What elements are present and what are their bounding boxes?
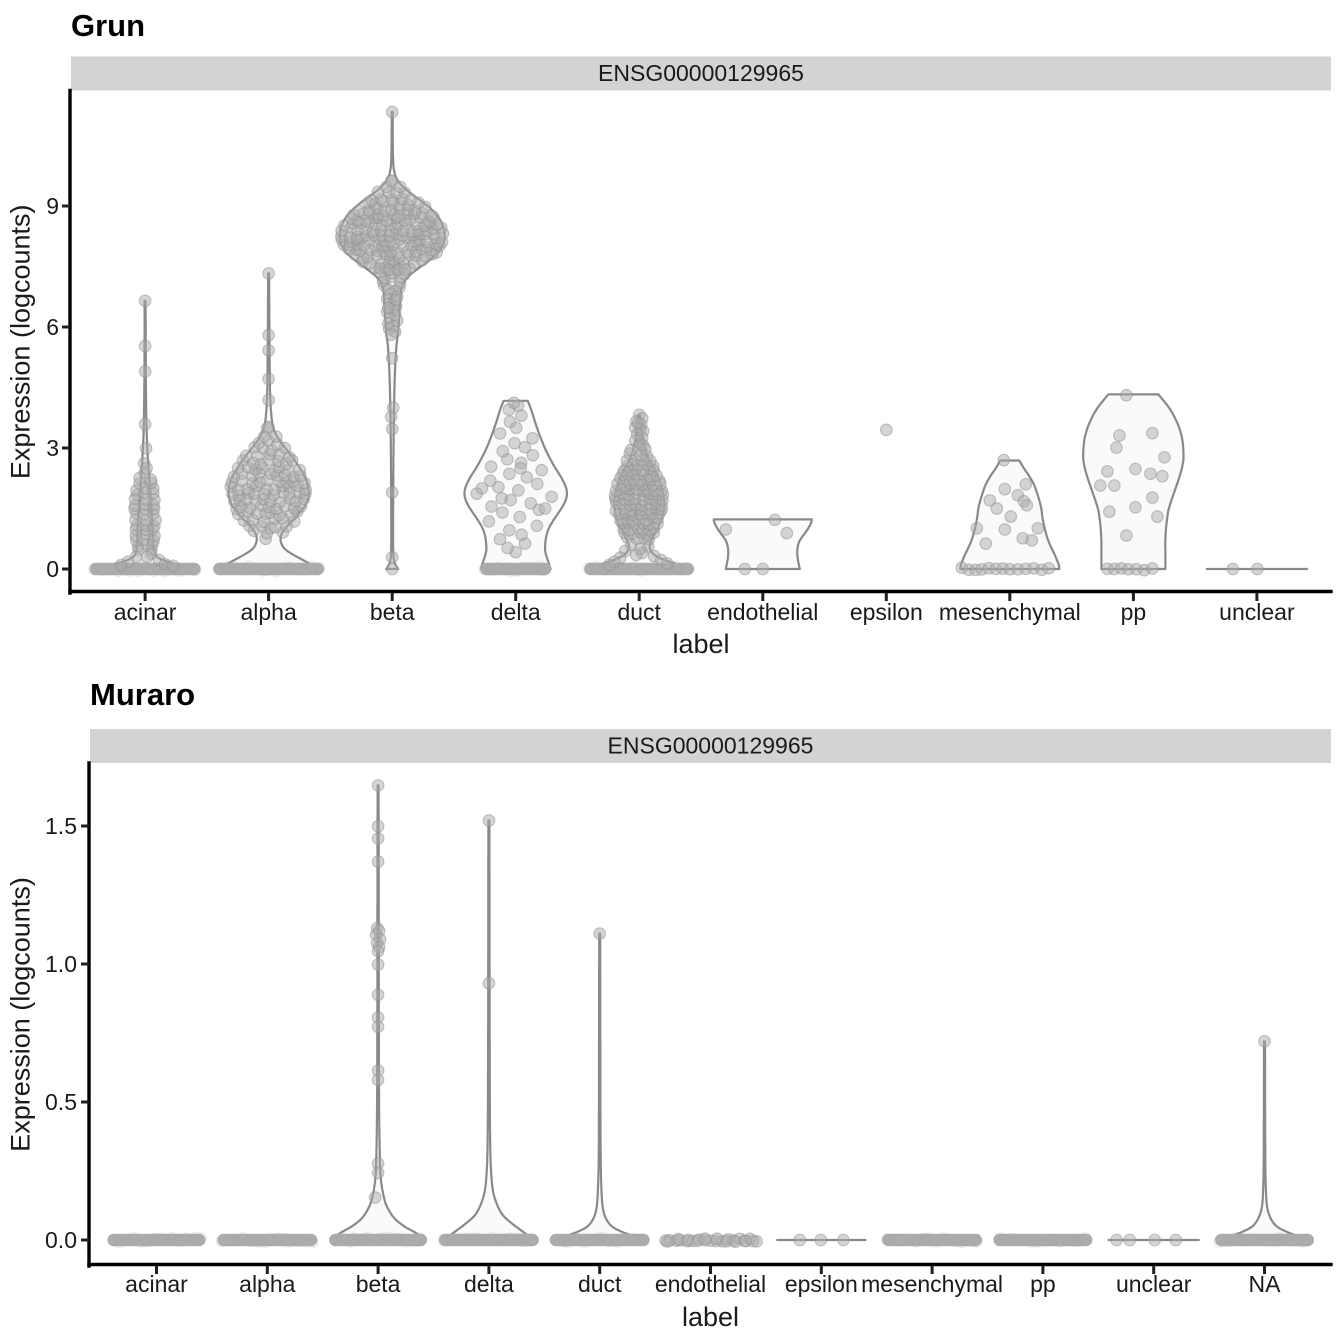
svg-text:epsilon: epsilon [785, 1271, 858, 1297]
svg-text:delta: delta [464, 1271, 514, 1297]
svg-text:0: 0 [46, 556, 59, 582]
svg-text:alpha: alpha [240, 599, 296, 625]
svg-text:alpha: alpha [239, 1271, 295, 1297]
svg-text:epsilon: epsilon [850, 599, 923, 625]
svg-text:unclear: unclear [1116, 1271, 1192, 1297]
svg-text:pp: pp [1030, 1271, 1056, 1297]
svg-text:ENSG00000129965: ENSG00000129965 [598, 60, 804, 86]
svg-text:3: 3 [46, 435, 59, 461]
svg-text:endothelial: endothelial [655, 1271, 766, 1297]
svg-text:acinar: acinar [125, 1271, 188, 1297]
svg-text:delta: delta [491, 599, 541, 625]
svg-text:ENSG00000129965: ENSG00000129965 [608, 733, 814, 759]
svg-text:Muraro: Muraro [90, 677, 195, 712]
svg-text:0.0: 0.0 [45, 1227, 77, 1253]
svg-text:1.0: 1.0 [45, 951, 77, 977]
svg-text:pp: pp [1121, 599, 1147, 625]
svg-text:unclear: unclear [1219, 599, 1295, 625]
svg-text:mesenchymal: mesenchymal [939, 599, 1081, 625]
svg-text:beta: beta [370, 599, 415, 625]
svg-text:endothelial: endothelial [707, 599, 818, 625]
svg-text:1.5: 1.5 [45, 813, 77, 839]
svg-text:0.5: 0.5 [45, 1089, 77, 1115]
svg-text:acinar: acinar [114, 599, 177, 625]
svg-text:label: label [682, 1302, 739, 1332]
svg-text:6: 6 [46, 314, 59, 340]
svg-text:Expression (logcounts): Expression (logcounts) [6, 877, 36, 1152]
svg-text:Expression (logcounts): Expression (logcounts) [6, 204, 36, 479]
svg-text:label: label [672, 629, 729, 659]
svg-text:mesenchymal: mesenchymal [861, 1271, 1003, 1297]
svg-text:beta: beta [356, 1271, 401, 1297]
svg-text:duct: duct [578, 1271, 622, 1297]
svg-text:duct: duct [617, 599, 661, 625]
svg-text:9: 9 [46, 193, 59, 219]
svg-text:NA: NA [1249, 1271, 1282, 1297]
svg-text:Grun: Grun [71, 8, 145, 43]
